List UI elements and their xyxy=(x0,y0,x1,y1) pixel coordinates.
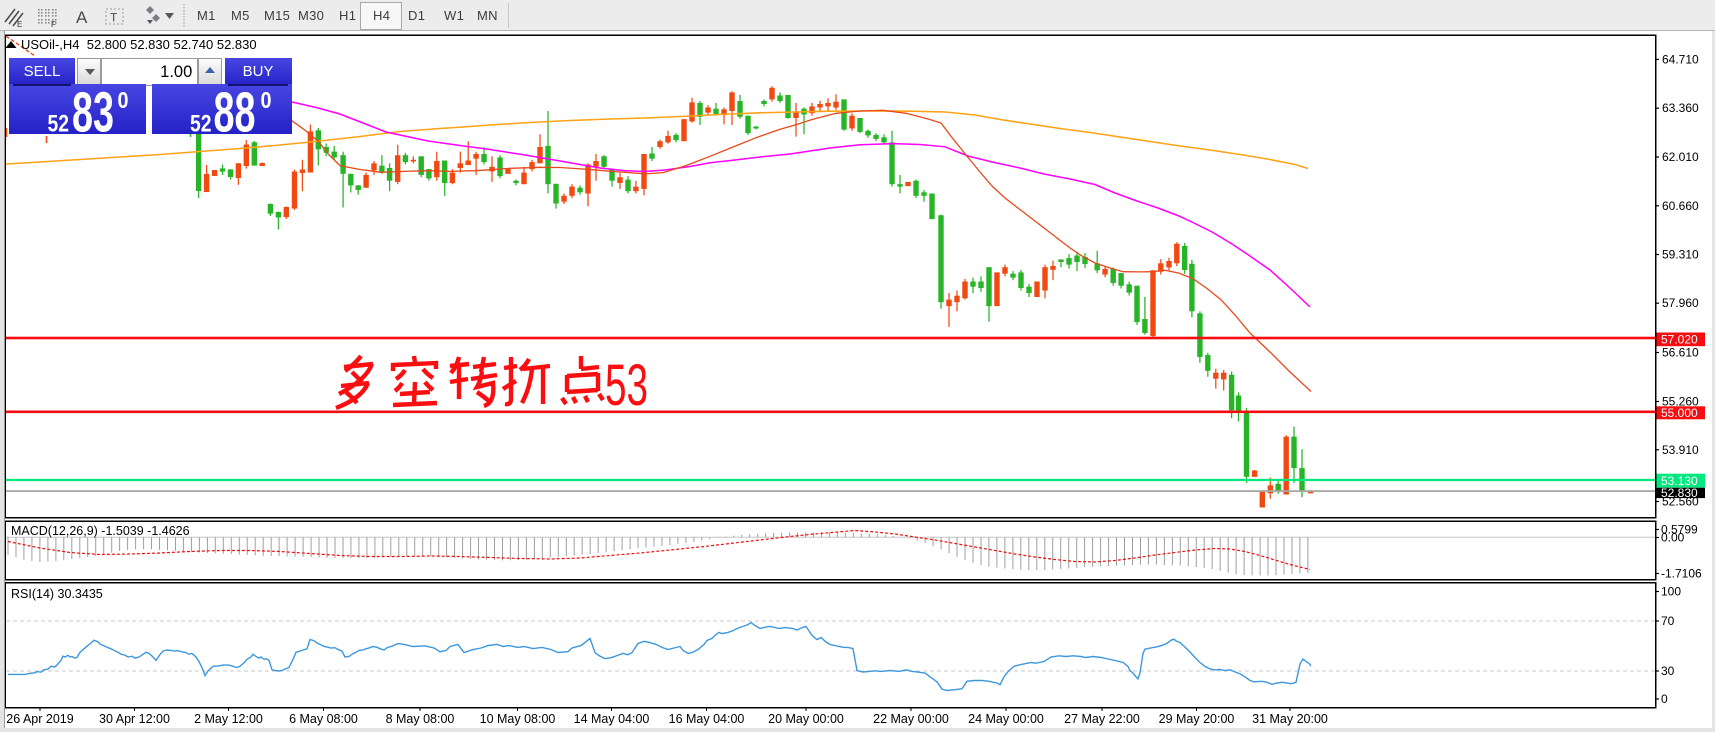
svg-text:8 May 08:00: 8 May 08:00 xyxy=(386,712,455,726)
svg-text:64.710: 64.710 xyxy=(1662,52,1699,66)
svg-text:55.260: 55.260 xyxy=(1662,395,1699,409)
svg-text:62.010: 62.010 xyxy=(1662,150,1699,164)
svg-text:59.310: 59.310 xyxy=(1662,248,1699,262)
svg-text:26 Apr 2019: 26 Apr 2019 xyxy=(6,712,73,726)
svg-text:USOil-,H4 52.800 52.830 52.74: USOil-,H4 52.800 52.830 52.740 52.830 xyxy=(21,37,257,52)
svg-text:F: F xyxy=(51,20,56,29)
svg-text:0: 0 xyxy=(118,87,129,113)
svg-text:57.020: 57.020 xyxy=(1661,333,1698,347)
svg-text:0.5799: 0.5799 xyxy=(1661,523,1698,537)
svg-text:MACD(12,26,9) -1.5039 -1.4626: MACD(12,26,9) -1.5039 -1.4626 xyxy=(11,524,190,538)
svg-text:29 May 20:00: 29 May 20:00 xyxy=(1159,712,1235,726)
svg-text:A: A xyxy=(76,8,88,27)
svg-text:56.610: 56.610 xyxy=(1662,346,1699,360)
svg-text:RSI(14) 30.3435: RSI(14) 30.3435 xyxy=(11,587,103,601)
svg-text:52: 52 xyxy=(48,111,70,138)
svg-text:27 May 22:00: 27 May 22:00 xyxy=(1064,712,1140,726)
svg-text:83: 83 xyxy=(72,81,114,139)
svg-text:-1.7106: -1.7106 xyxy=(1661,567,1702,581)
svg-text:63.360: 63.360 xyxy=(1662,101,1699,115)
svg-text:14 May 04:00: 14 May 04:00 xyxy=(574,712,650,726)
svg-text:T: T xyxy=(110,11,118,25)
svg-text:31 May 20:00: 31 May 20:00 xyxy=(1252,712,1328,726)
svg-text:52: 52 xyxy=(190,111,212,138)
svg-text:2 May 12:00: 2 May 12:00 xyxy=(194,712,263,726)
svg-text:6 May 08:00: 6 May 08:00 xyxy=(289,712,358,726)
svg-text:57.960: 57.960 xyxy=(1662,296,1699,310)
svg-text:0: 0 xyxy=(261,87,272,113)
svg-text:70: 70 xyxy=(1661,614,1675,628)
svg-text:24 May 00:00: 24 May 00:00 xyxy=(968,712,1044,726)
svg-text:53.910: 53.910 xyxy=(1662,443,1699,457)
svg-text:30 Apr 12:00: 30 Apr 12:00 xyxy=(99,712,170,726)
svg-text:55.000: 55.000 xyxy=(1661,406,1698,420)
svg-text:0: 0 xyxy=(1661,692,1668,706)
svg-text:10 May 08:00: 10 May 08:00 xyxy=(480,712,556,726)
svg-text:53: 53 xyxy=(605,353,648,418)
svg-text:100: 100 xyxy=(1661,585,1681,599)
svg-text:16 May 04:00: 16 May 04:00 xyxy=(669,712,745,726)
svg-text:88: 88 xyxy=(214,81,256,139)
svg-text:22 May 00:00: 22 May 00:00 xyxy=(873,712,949,726)
svg-text:E: E xyxy=(17,20,22,29)
svg-text:60.660: 60.660 xyxy=(1662,199,1699,213)
svg-text:52.830: 52.830 xyxy=(1661,486,1698,500)
svg-text:0.00: 0.00 xyxy=(1661,531,1685,545)
svg-text:20 May 00:00: 20 May 00:00 xyxy=(768,712,844,726)
svg-text:53.130: 53.130 xyxy=(1661,474,1698,488)
svg-text:30: 30 xyxy=(1661,664,1675,678)
